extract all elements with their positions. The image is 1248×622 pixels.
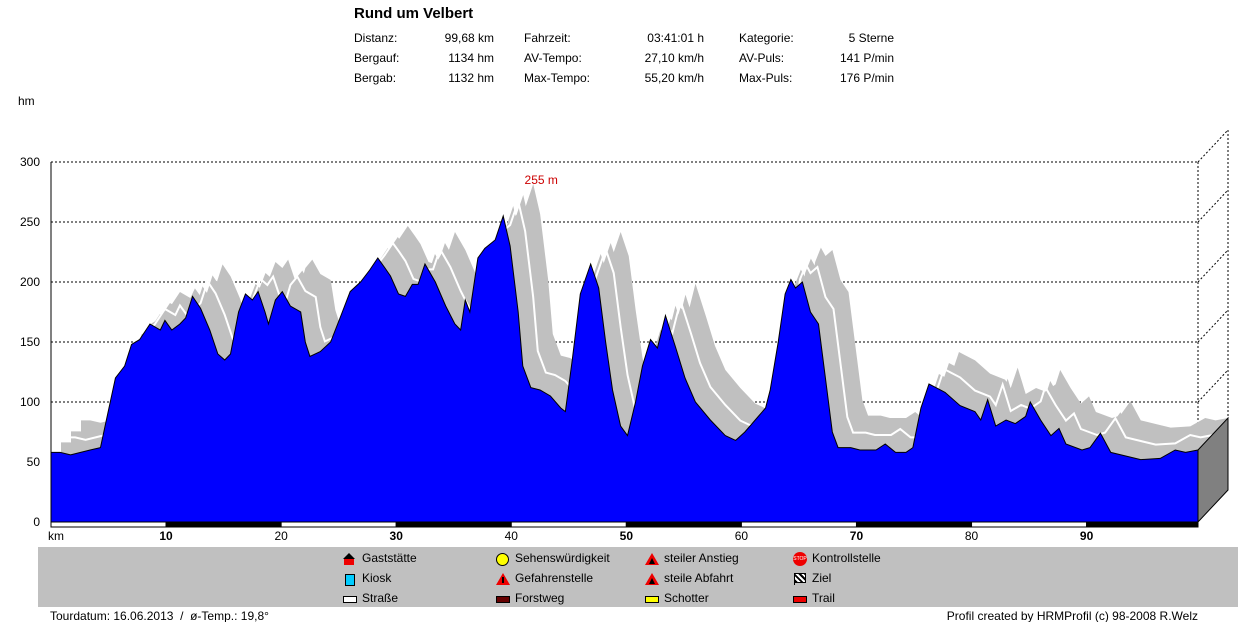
legend-label: Straße [362, 591, 399, 605]
x-tick-label: 30 [390, 529, 404, 543]
y-tick-label: 50 [27, 455, 41, 469]
legend-item: Sehenswürdigkeit [496, 548, 610, 568]
y-tick-label: 0 [33, 515, 40, 529]
x-tick-label: 70 [850, 529, 864, 543]
y-tick-label: 100 [20, 395, 40, 409]
legend-label: Ziel [812, 571, 832, 585]
stat-label: Bergauf: [354, 51, 400, 65]
smiley-icon [496, 552, 510, 566]
y-tick-label: 300 [20, 155, 40, 169]
gridline-depth [1197, 369, 1229, 403]
legend-item: Straße [343, 588, 398, 608]
legend-label: Gaststätte [362, 551, 417, 565]
stat-label: Bergab: [354, 71, 397, 85]
legend-label: Kiosk [362, 571, 392, 585]
legend-label: Sehenswürdigkeit [515, 551, 610, 565]
x-axis-segment [50, 521, 167, 528]
x-axis-segment [1086, 521, 1199, 528]
stat-label: AV-Tempo: [524, 51, 582, 65]
x-tick-label: 90 [1080, 529, 1094, 543]
stat-label: Fahrzeit: [524, 31, 571, 45]
stat-label: AV-Puls: [739, 51, 785, 65]
x-axis-segment [740, 521, 857, 528]
stat-value: 55,20 km/h [644, 71, 704, 85]
steep-descent-icon [645, 572, 659, 585]
credits: Profil created by HRMProfil (c) 98-2008 … [946, 609, 1198, 622]
legend-label: Schotter [664, 591, 709, 605]
x-axis-segment [510, 521, 627, 528]
stop-icon: STOP [793, 551, 807, 566]
x-tick-label: 20 [274, 529, 288, 543]
legend-item: Gefahrenstelle [496, 568, 593, 588]
legend-label: Kontrollstelle [812, 551, 881, 565]
legend-item: STOP Kontrollstelle [793, 548, 881, 568]
trail-swatch-icon [793, 593, 807, 605]
x-tick-label: 80 [965, 529, 979, 543]
x-axis-segment [280, 521, 397, 528]
x-axis-segment [165, 521, 282, 528]
elevation-area [50, 214, 1199, 523]
y-axis-label: hm [18, 94, 35, 108]
x-axis-segment [625, 521, 742, 528]
gridline-depth [1197, 249, 1229, 283]
road-swatch-icon [343, 593, 357, 605]
stat-value: 03:41:01 h [647, 31, 704, 45]
stat-label: Kategorie: [739, 31, 794, 45]
legend-label: steile Abfahrt [664, 571, 734, 585]
legend-item: Schotter [645, 588, 709, 608]
stat-label: Max-Puls: [739, 71, 793, 85]
x-axis-segment [855, 521, 973, 528]
max-elevation-label: 255 m [525, 173, 558, 187]
x-axis-label: km [48, 529, 64, 543]
forest-road-swatch-icon [496, 593, 510, 605]
gridline-depth [1197, 129, 1229, 163]
finish-flag-icon [793, 572, 807, 585]
gridline-depth [1197, 309, 1229, 343]
legend-item: Forstweg [496, 588, 564, 608]
x-tick-label: 60 [735, 529, 749, 543]
y-tick-label: 250 [20, 215, 40, 229]
stat-value: 1134 hm [448, 51, 494, 65]
tour-date-temperature: Tourdatum: 16.06.2013 / ø-Temp.: 19,8° [50, 609, 269, 622]
legend-label: Forstweg [515, 591, 565, 605]
kiosk-icon [343, 573, 357, 586]
legend-item: steiler Anstieg [645, 548, 739, 568]
legend-item: Ziel [793, 568, 831, 588]
legend: Gaststätte Sehenswürdigkeit steiler Anstie… [38, 547, 1238, 607]
legend-item: Trail [793, 588, 835, 608]
house-icon [343, 552, 357, 565]
x-tick-label: 10 [159, 529, 173, 543]
x-axis-segment [395, 521, 512, 528]
legend-item: Kiosk [343, 568, 391, 588]
x-axis-segment [971, 521, 1088, 528]
y-tick-label: 150 [20, 335, 40, 349]
legend-item: steile Abfahrt [645, 568, 733, 588]
legend-label: steiler Anstieg [664, 551, 739, 565]
x-tick-label: 50 [620, 529, 634, 543]
stat-value: 141 P/min [839, 51, 894, 65]
danger-icon [496, 572, 510, 585]
y-tick-label: 200 [20, 275, 40, 289]
legend-item: Gaststätte [343, 548, 417, 568]
steep-climb-icon [645, 552, 659, 565]
stat-label: Max-Tempo: [524, 71, 591, 85]
stat-value: 1132 hm [448, 71, 494, 85]
gridline-depth [1197, 189, 1229, 223]
stat-value: 5 Sterne [848, 31, 894, 45]
tour-title: Rund um Velbert [354, 5, 474, 22]
stat-value: 27,10 km/h [644, 51, 704, 65]
stat-value: 176 P/min [839, 71, 894, 85]
legend-label: Gefahrenstelle [515, 571, 594, 585]
stat-value: 99,68 km [444, 31, 494, 45]
legend-label: Trail [812, 591, 835, 605]
stat-label: Distanz: [354, 31, 398, 45]
gravel-swatch-icon [645, 593, 659, 605]
x-tick-label: 40 [505, 529, 519, 543]
